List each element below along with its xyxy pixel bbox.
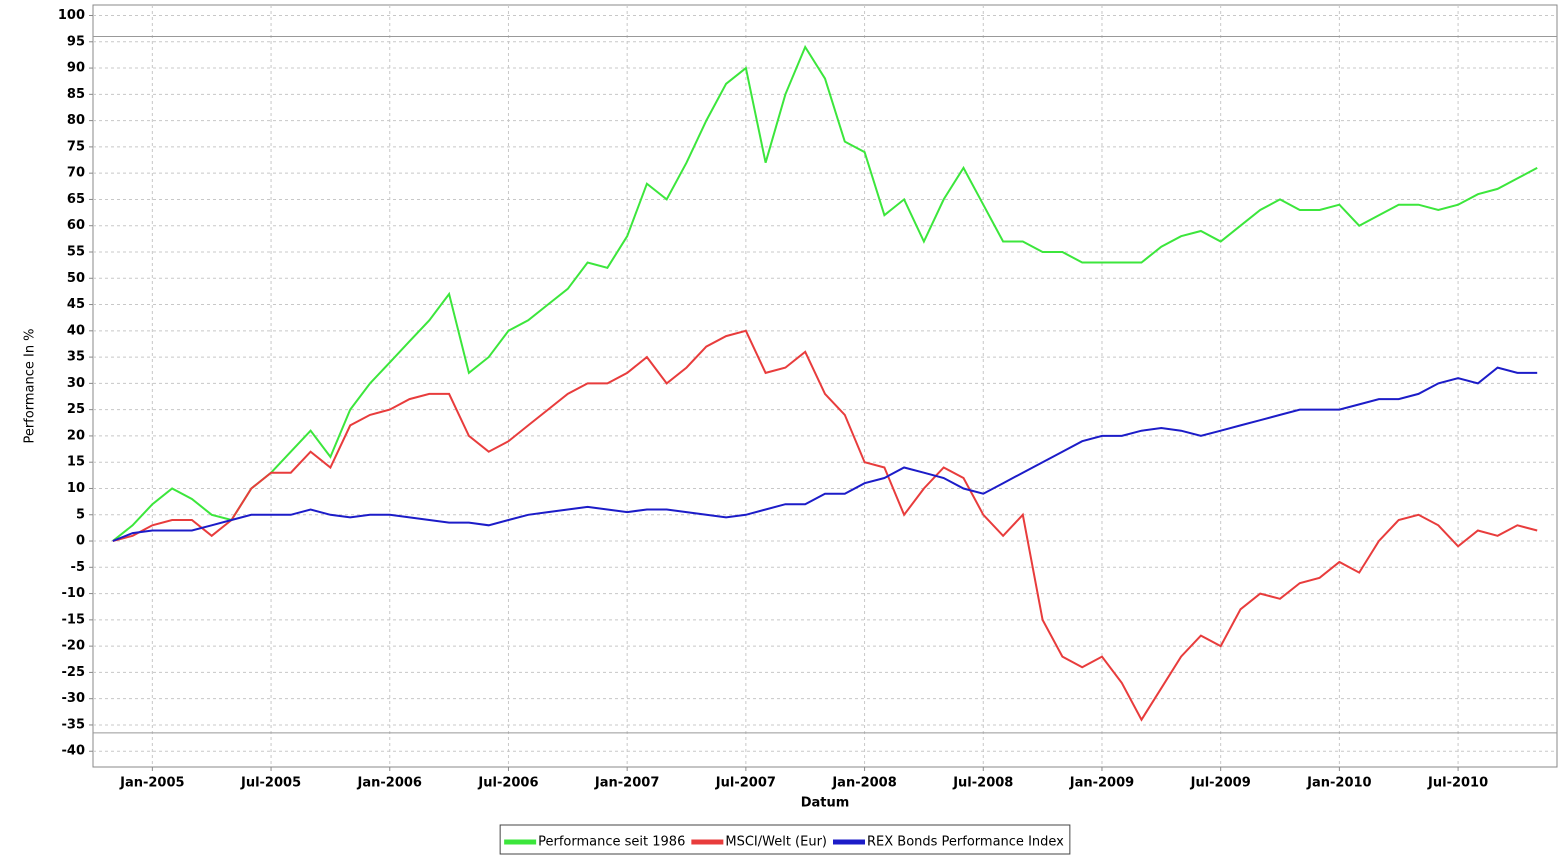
y-tick-label: 100 (58, 8, 85, 23)
y-tick-label: 5 (76, 507, 85, 522)
y-tick-label: 40 (67, 323, 85, 338)
x-tick-label: Jul-2005 (240, 776, 301, 791)
legend-label: MSCI/Welt (Eur) (725, 835, 827, 850)
x-tick-label: Jan-2010 (1306, 776, 1371, 791)
legend-label: REX Bonds Performance Index (867, 835, 1064, 850)
y-tick-label: 80 (67, 113, 85, 128)
y-tick-label: 15 (67, 455, 85, 470)
x-tick-label: Jul-2009 (1190, 776, 1251, 791)
y-tick-label: 55 (67, 244, 85, 259)
x-axis-label: Datum (801, 796, 850, 811)
y-tick-label: 60 (67, 218, 85, 233)
y-tick-label: -5 (71, 560, 85, 575)
x-tick-label: Jul-2008 (952, 776, 1013, 791)
y-tick-label: 70 (67, 166, 85, 181)
y-tick-label: 90 (67, 61, 85, 76)
y-tick-label: 20 (67, 428, 85, 443)
y-tick-label: 10 (67, 481, 85, 496)
legend: Performance seit 1986 MSCI/Welt (Eur) REX … (499, 824, 1071, 855)
series-line (112, 366, 1538, 542)
y-tick-label: 45 (67, 297, 85, 312)
legend-label: Performance seit 1986 (538, 835, 685, 850)
x-tick-label: Jan-2007 (594, 776, 659, 791)
x-tick-label: Jan-2008 (831, 776, 896, 791)
y-tick-label: 0 (76, 534, 85, 549)
x-tick-label: Jan-2005 (119, 776, 184, 791)
series-line (112, 44, 1538, 542)
x-tick-label: Jul-2006 (477, 776, 538, 791)
y-axis-label: Performance In % (23, 328, 38, 443)
y-tick-label: 50 (67, 271, 85, 286)
y-tick-label: -10 (62, 586, 86, 601)
x-tick-label: Jan-2006 (357, 776, 422, 791)
y-tick-label: 35 (67, 350, 85, 365)
y-tick-label: -15 (62, 612, 86, 627)
y-tick-label: 65 (67, 192, 85, 207)
x-tick-label: Jul-2010 (1427, 776, 1488, 791)
y-tick-label: -20 (62, 639, 86, 654)
y-tick-label: 75 (67, 139, 85, 154)
legend-box (499, 824, 1071, 855)
y-tick-label: 30 (67, 376, 85, 391)
y-tick-label: -25 (62, 665, 86, 680)
y-tick-label: -30 (62, 691, 86, 706)
y-tick-label: 25 (67, 402, 85, 417)
y-tick-label: -35 (62, 717, 86, 732)
plot-area (92, 4, 1558, 768)
y-tick-label: 85 (67, 87, 85, 102)
x-tick-label: Jan-2009 (1069, 776, 1134, 791)
series-line (112, 329, 1538, 722)
y-tick-label: -40 (62, 744, 86, 759)
x-tick-label: Jul-2007 (715, 776, 776, 791)
y-tick-label: 95 (67, 34, 85, 49)
